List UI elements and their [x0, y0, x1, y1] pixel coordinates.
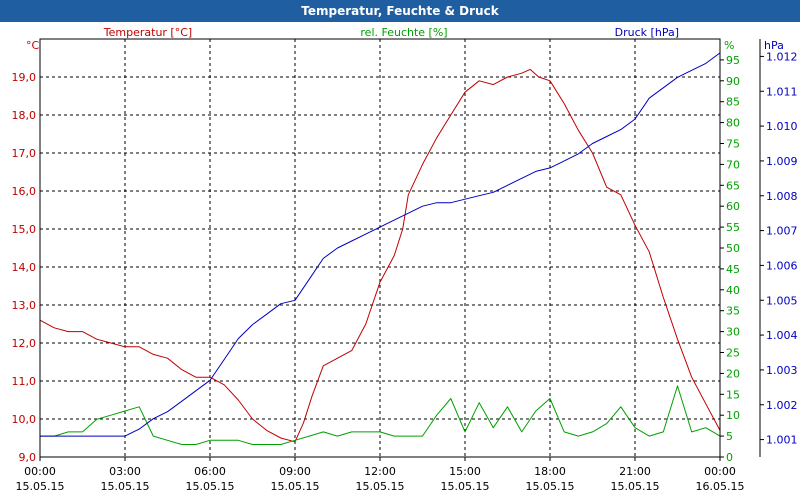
temperature-tick-label: 9,0 — [19, 451, 37, 464]
x-tick-date: 15.05.15 — [441, 480, 490, 493]
humidity-tick-label: 25 — [726, 347, 740, 360]
temperature-tick-label: 19,0 — [12, 71, 37, 84]
pressure-tick-label: 1.001 — [766, 434, 798, 447]
grid — [40, 39, 720, 457]
humidity-tick-label: 15 — [726, 388, 740, 401]
x-tick-date: 15.05.15 — [356, 480, 405, 493]
humidity-tick-label: 40 — [726, 284, 740, 297]
x-tick-date: 15.05.15 — [101, 480, 150, 493]
x-tick-date: 15.05.15 — [526, 480, 575, 493]
humidity-tick-label: 35 — [726, 305, 740, 318]
x-tick-date: 15.05.15 — [271, 480, 320, 493]
pressure-tick-label: 1.012 — [766, 50, 798, 63]
pressure-tick-label: 1.005 — [766, 294, 798, 307]
pressure-tick-label: 1.004 — [766, 329, 798, 342]
humidity-tick-label: 65 — [726, 179, 740, 192]
x-tick-date: 15.05.15 — [186, 480, 235, 493]
pressure-tick-label: 1.008 — [766, 190, 798, 203]
temperature-tick-label: 14,0 — [12, 261, 37, 274]
humidity-tick-label: 0 — [726, 451, 733, 464]
humidity-tick-label: 10 — [726, 409, 740, 422]
x-tick-time: 21:00 — [619, 465, 651, 478]
x-tick-date: 15.05.15 — [16, 480, 65, 493]
axes-layer: 9,0 10,0 11,0 12,0 13,0 14,0 15,0 16,0 17,0 18,0 1… — [12, 50, 798, 493]
pressure-tick-label: 1.002 — [766, 399, 798, 412]
temperature-tick-label: 17,0 — [12, 147, 37, 160]
x-tick-time: 09:00 — [279, 465, 311, 478]
temperature-tick-label: 10,0 — [12, 413, 37, 426]
x-tick-time: 00:00 — [704, 465, 736, 478]
temperature-tick-label: 15,0 — [12, 223, 37, 236]
x-tick-time: 18:00 — [534, 465, 566, 478]
chart-canvas: 9,0 10,0 11,0 12,0 13,0 14,0 15,0 16,0 17,0 18,0 1… — [0, 22, 800, 500]
pressure-series-line — [40, 52, 721, 437]
humidity-series-line — [40, 385, 721, 445]
x-tick-time: 03:00 — [109, 465, 141, 478]
humidity-tick-label: 85 — [726, 96, 740, 109]
pressure-tick-label: 1.011 — [766, 85, 798, 98]
pressure-tick-label: 1.009 — [766, 155, 798, 168]
humidity-tick-label: 20 — [726, 367, 740, 380]
humidity-tick-label: 5 — [726, 430, 733, 443]
temperature-unit-label: °C — [26, 39, 40, 52]
temperature-tick-label: 12,0 — [12, 337, 37, 350]
humidity-tick-label: 95 — [726, 54, 740, 67]
humidity-tick-label: 30 — [726, 326, 740, 339]
x-tick-time: 06:00 — [194, 465, 226, 478]
series-layer — [39, 52, 721, 445]
temperature-tick-label: 16,0 — [12, 185, 37, 198]
pressure-tick-label: 1.003 — [766, 364, 798, 377]
humidity-tick-label: 60 — [726, 200, 740, 213]
humidity-tick-label: 45 — [726, 263, 740, 276]
humidity-tick-label: 75 — [726, 138, 740, 151]
temperature-tick-label: 11,0 — [12, 375, 37, 388]
legend-humidity: rel. Feuchte [%] — [360, 26, 447, 39]
pressure-tick-label: 1.010 — [766, 120, 798, 133]
temperature-tick-label: 13,0 — [12, 299, 37, 312]
humidity-tick-label: 80 — [726, 117, 740, 130]
legend-pressure: Druck [hPa] — [615, 26, 679, 39]
legend-temperature: Temperatur [°C] — [103, 26, 192, 39]
x-tick-time: 00:00 — [24, 465, 56, 478]
humidity-tick-label: 70 — [726, 158, 740, 171]
humidity-tick-label: 55 — [726, 221, 740, 234]
pressure-unit-label: hPa — [764, 39, 784, 52]
x-tick-date: 15.05.15 — [611, 480, 660, 493]
humidity-tick-label: 50 — [726, 242, 740, 255]
chart-title: Temperatur, Feuchte & Druck — [0, 0, 800, 22]
pressure-tick-label: 1.007 — [766, 225, 798, 238]
x-tick-time: 12:00 — [364, 465, 396, 478]
x-tick-time: 15:00 — [449, 465, 481, 478]
humidity-unit-label: % — [724, 39, 734, 52]
temperature-series-line — [39, 68, 721, 443]
humidity-tick-label: 90 — [726, 75, 740, 88]
temperature-tick-label: 18,0 — [12, 109, 37, 122]
x-tick-date: 16.05.15 — [696, 480, 745, 493]
pressure-tick-label: 1.006 — [766, 259, 798, 272]
